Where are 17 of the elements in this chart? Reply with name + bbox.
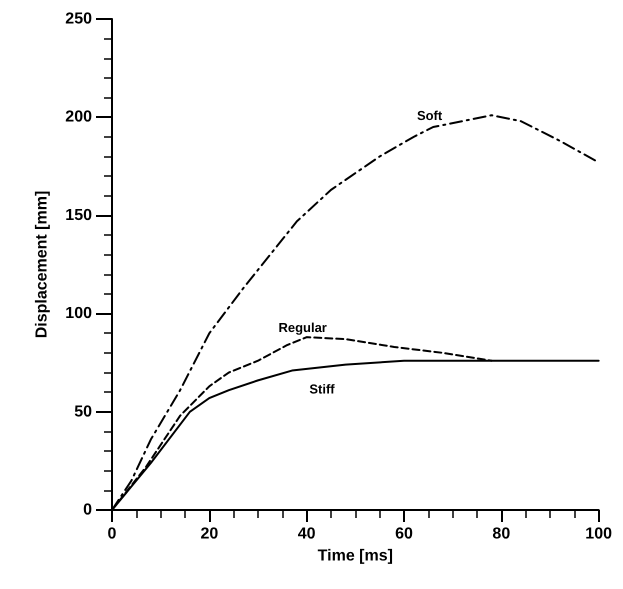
x-tick-label: 100: [585, 526, 612, 542]
y-tick-label: 250: [65, 10, 92, 28]
x-tick-label: 20: [200, 526, 218, 542]
x-tick-label: 40: [298, 526, 316, 542]
series-label: Regular: [278, 320, 327, 336]
x-tick-label: 0: [108, 526, 117, 542]
x-axis-title: Time [ms]: [318, 548, 393, 564]
series-label: Stiff: [309, 382, 336, 397]
y-tick-label: 50: [74, 403, 92, 420]
y-tick-label: 100: [65, 305, 92, 322]
y-tick-label: 0: [83, 502, 92, 518]
y-tick-label: 200: [65, 108, 92, 126]
x-tick-label: 60: [395, 526, 413, 542]
series-label: Soft: [416, 108, 443, 124]
x-tick-label: 80: [492, 526, 510, 542]
y-tick-label: 150: [65, 206, 92, 224]
y-axis-title: Displacement [mm]: [34, 190, 50, 338]
